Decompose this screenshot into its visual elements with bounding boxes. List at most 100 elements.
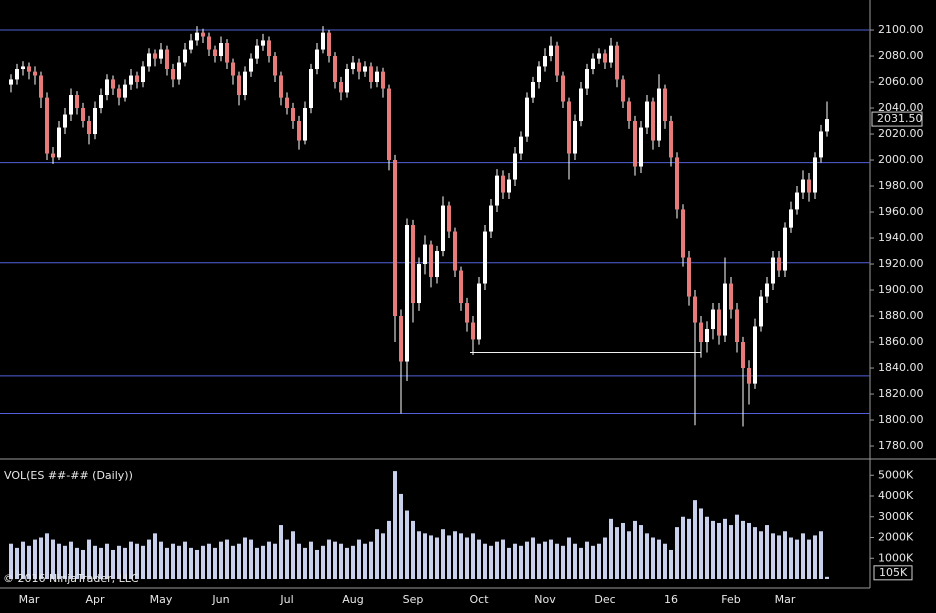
candle-body [579,88,583,122]
volume-bar [759,531,763,579]
volume-bar [93,545,97,579]
volume-bar [9,543,13,579]
volume-bar [567,537,571,579]
candle-body [645,101,649,128]
volume-bar [39,537,43,579]
candle-body [321,32,325,50]
volume-bar [69,541,73,579]
candle-body [555,45,559,76]
y-tick-label: 1940.00 [878,231,924,244]
candle-body [519,136,523,154]
volume-label: 105K [879,566,908,579]
volume-bar [753,527,757,579]
volume-bar [417,531,421,579]
volume-bar [111,549,115,579]
volume-bar [777,535,781,579]
volume-bar [585,541,589,579]
candle-body [309,69,313,109]
candle-body [69,95,73,115]
candle-body [813,157,817,193]
y-tick-label: 1980.00 [878,179,924,192]
candle-body [273,56,277,76]
volume-bar [153,533,157,579]
candle-body [117,88,121,98]
candle-body [663,88,667,122]
volume-bar [447,535,451,579]
volume-bar [15,547,19,579]
volume-tick-label: 2000K [878,531,914,544]
x-tick-label: Jul [279,593,293,606]
x-tick-label: Dec [594,593,615,606]
volume-bar [819,531,823,579]
candle-body [201,32,205,37]
volume-bar [183,541,187,579]
volume-bar [687,518,691,579]
volume-bar [453,531,457,579]
volume-tick-label: 1000K [878,551,914,564]
y-tick-label: 2080.00 [878,49,924,62]
volume-bar [177,545,181,579]
y-tick-label: 2100.00 [878,23,924,36]
volume-bar [711,520,715,579]
volume-bar [99,547,103,579]
price-marker [871,111,923,127]
volume-title: VOL(ES ##-## (Daily)) [4,469,133,482]
candle-body [15,69,19,80]
candle-body [93,108,97,135]
candle-body [417,264,421,304]
candle-body [87,121,91,135]
volume-bar [729,525,733,579]
candle-body [657,88,661,141]
candle-body [363,66,367,72]
volume-bar [621,522,625,579]
candle-body [525,97,529,137]
candle-body [543,56,547,67]
price-label: 2031.50 [877,112,923,125]
candle-body [255,45,259,59]
volume-bar [189,547,193,579]
y-tick-label: 1860.00 [878,335,924,348]
candle-body [639,127,643,167]
volume-bar [657,539,661,579]
candle-body [99,95,103,109]
volume-bar [633,520,637,579]
volume-bar [705,516,709,579]
candle-body [225,43,229,63]
candle-body [705,329,709,343]
volume-bar [765,525,769,579]
candle-body [375,71,379,83]
candle-body [9,79,13,85]
candle-body [723,283,727,336]
volume-bar [291,531,295,579]
volume-bar [489,545,493,579]
candle-body [393,160,397,317]
volume-bar [57,543,61,579]
volume-bar [249,539,253,579]
candle-body [423,244,427,265]
candle-body [297,121,301,141]
y-tick-label: 1820.00 [878,387,924,400]
volume-bar [303,547,307,579]
volume-bar [771,533,775,579]
candle-body [567,101,571,154]
volume-bar [483,543,487,579]
x-tick-label: 16 [664,593,678,606]
volume-bar [63,545,67,579]
candle-body [489,205,493,232]
volume-bar [201,545,205,579]
candle-body [153,53,157,59]
volume-bar [369,541,373,579]
candle-body [105,79,109,96]
y-tick-label: 2020.00 [878,127,924,140]
candle-body [21,66,25,70]
candle-body [573,121,577,154]
y-tick-label: 2000.00 [878,153,924,166]
x-tick-label: Apr [85,593,105,606]
candle-body [243,71,247,96]
x-tick-label: Aug [342,593,363,606]
volume-bar [81,549,85,579]
candle-body [387,88,391,161]
volume-bar [105,543,109,579]
candle-body [603,53,607,63]
